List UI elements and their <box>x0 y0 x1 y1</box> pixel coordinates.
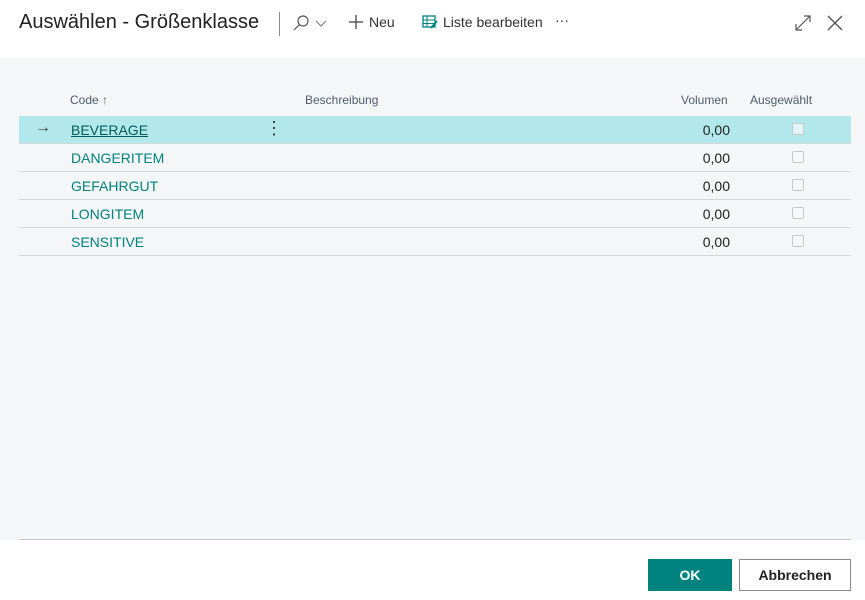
plus-icon <box>349 15 363 29</box>
chevron-down-icon <box>315 20 327 27</box>
divider <box>279 12 280 36</box>
divider <box>19 539 851 540</box>
code-cell[interactable]: BEVERAGE <box>71 122 149 138</box>
sort-ascending-icon: ↑ <box>102 93 109 107</box>
column-header-code[interactable]: Code ↑ <box>70 93 108 107</box>
table-row[interactable]: → ⋮ BEVERAGE 0,00 <box>19 116 851 144</box>
list-area: Code ↑ Beschreibung Volumen Ausgewählt →… <box>0 58 865 540</box>
code-header-label: Code <box>70 93 99 107</box>
ok-button[interactable]: OK <box>648 559 732 591</box>
edit-list-icon <box>422 15 438 29</box>
edit-list-label: Liste bearbeiten <box>443 14 543 30</box>
close-icon[interactable] <box>826 14 844 32</box>
table-row[interactable]: LONGITEM 0,00 <box>19 200 851 228</box>
more-icon: ··· <box>555 12 569 28</box>
table-row[interactable]: SENSITIVE 0,00 <box>19 228 851 256</box>
edit-list-button[interactable]: Liste bearbeiten <box>422 14 543 30</box>
selected-checkbox[interactable] <box>792 235 804 247</box>
selected-checkbox[interactable] <box>792 179 804 191</box>
volume-cell: 0,00 <box>702 206 730 222</box>
selected-checkbox[interactable] <box>792 207 804 219</box>
more-options-button[interactable]: ··· <box>555 12 569 28</box>
row-menu-icon[interactable]: ⋮ <box>265 118 283 138</box>
code-cell[interactable]: SENSITIVE <box>71 234 145 250</box>
volume-cell: 0,00 <box>702 122 730 138</box>
code-cell[interactable]: DANGERITEM <box>71 150 165 166</box>
dialog-header: Auswählen - Größenklasse Neu Liste bearb… <box>0 0 865 58</box>
new-button[interactable]: Neu <box>348 14 395 30</box>
table-row[interactable]: GEFAHRGUT 0,00 <box>19 172 851 200</box>
selected-checkbox[interactable] <box>792 151 804 163</box>
volume-cell: 0,00 <box>702 234 730 250</box>
volume-cell: 0,00 <box>702 150 730 166</box>
code-cell[interactable]: LONGITEM <box>71 206 145 222</box>
page-title: Auswählen - Größenklasse <box>19 11 260 33</box>
volume-cell: 0,00 <box>702 178 730 194</box>
new-label: Neu <box>369 14 395 30</box>
selected-checkbox[interactable] <box>792 123 804 135</box>
current-row-arrow-icon: → <box>35 119 51 136</box>
table-row[interactable]: DANGERITEM 0,00 <box>19 144 851 172</box>
search-button[interactable] <box>292 14 327 32</box>
column-header-selected[interactable]: Ausgewählt <box>750 93 813 107</box>
column-header-volume[interactable]: Volumen <box>681 93 728 107</box>
column-header-description[interactable]: Beschreibung <box>305 93 379 107</box>
expand-icon[interactable] <box>794 14 812 32</box>
cancel-button[interactable]: Abbrechen <box>739 559 851 591</box>
code-cell[interactable]: GEFAHRGUT <box>71 178 159 194</box>
search-icon <box>293 15 309 31</box>
